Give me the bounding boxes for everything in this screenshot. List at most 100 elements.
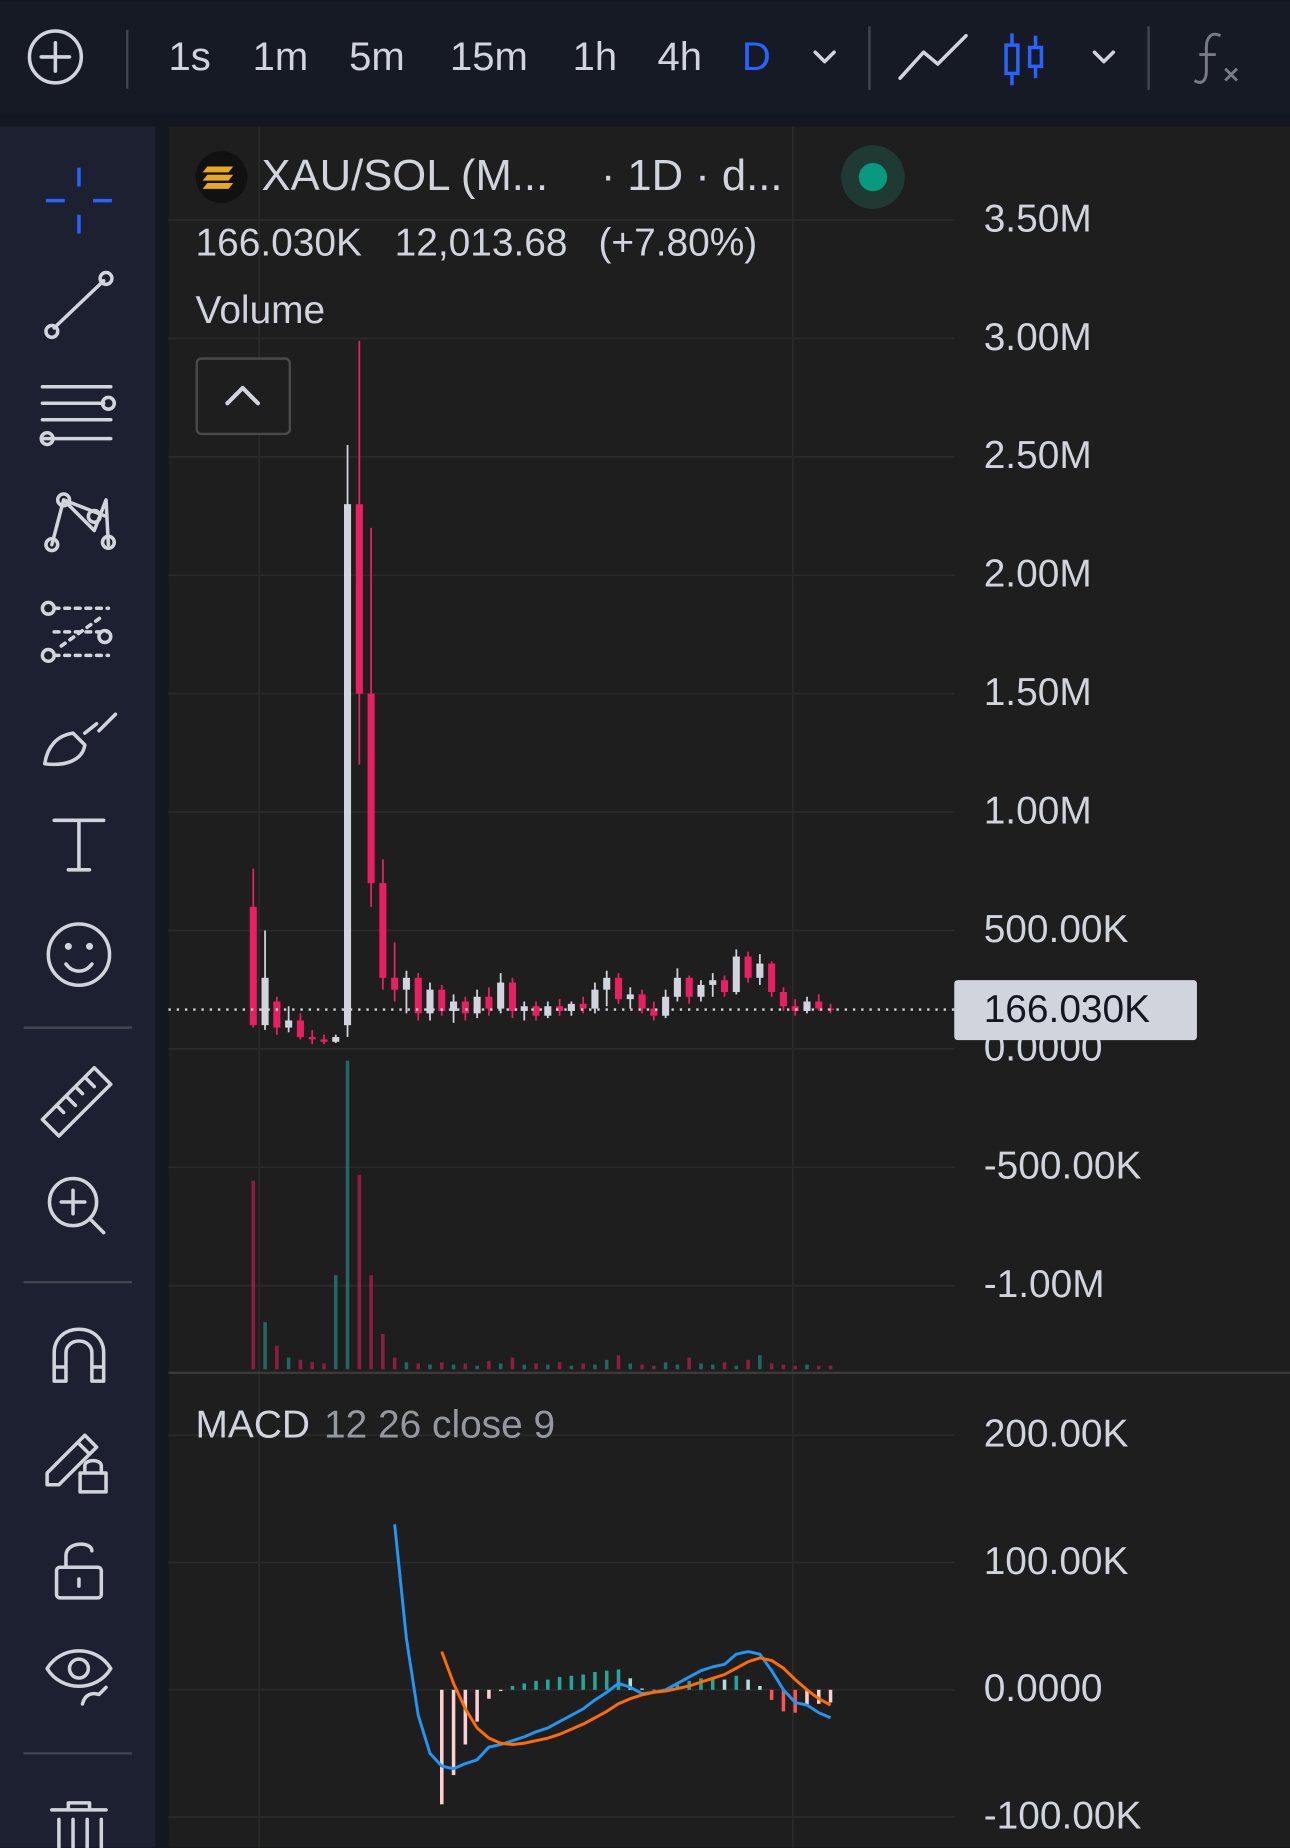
histogram-bar — [557, 1677, 562, 1690]
histogram-bar — [722, 1679, 727, 1690]
last-price: 166.030K — [196, 222, 362, 265]
candle-chart-button[interactable] — [1004, 33, 1044, 86]
candle-body — [473, 996, 481, 1014]
candle-body — [355, 504, 363, 694]
candle-body — [626, 994, 634, 1000]
histogram-bar — [498, 1689, 503, 1692]
y-tick-label: -500.00K — [984, 1145, 1142, 1188]
volume-bar — [286, 1357, 291, 1370]
zoom-tool[interactable] — [47, 1176, 106, 1235]
indicators-button[interactable] — [1193, 32, 1239, 84]
candle-body — [332, 1037, 340, 1042]
volume-bar — [498, 1363, 503, 1370]
interval[interactable]: 5m — [349, 35, 405, 79]
candle-body — [296, 1020, 304, 1038]
chart-type-dropdown[interactable] — [1092, 50, 1116, 64]
volume-bar — [345, 1060, 350, 1370]
volume-bar — [534, 1363, 538, 1370]
volume-bar — [451, 1364, 456, 1370]
candle-body — [591, 989, 599, 1009]
text-tool[interactable] — [52, 818, 106, 872]
emoji-tool[interactable] — [46, 922, 112, 988]
volume-bar — [416, 1363, 420, 1370]
interval[interactable]: 15m — [450, 35, 528, 79]
trendline-tool[interactable] — [44, 270, 114, 340]
candle-body — [367, 693, 375, 884]
delete-tool[interactable] — [50, 1801, 108, 1848]
pattern-tool[interactable] — [44, 492, 117, 553]
volume-bar — [557, 1362, 562, 1370]
y-tick-label: 3.00M — [984, 316, 1092, 359]
histogram-bar — [769, 1689, 774, 1700]
histogram-bar — [510, 1685, 515, 1690]
price-change: 12,013.68 — [395, 222, 568, 265]
histogram-bar — [781, 1689, 786, 1712]
interval[interactable]: 4h — [657, 35, 702, 79]
interval[interactable]: 1h — [573, 35, 618, 79]
lock-tool[interactable] — [54, 1542, 104, 1600]
candle-body — [732, 956, 740, 993]
volume-bar — [522, 1364, 527, 1370]
y-tick-label: 0.0000 — [984, 1667, 1103, 1710]
candle-body — [803, 1001, 811, 1011]
volume-bar — [663, 1362, 668, 1370]
candle-body — [285, 1020, 293, 1028]
symbol-name[interactable]: XAU/SOL (M... — [262, 152, 549, 200]
candle-body — [438, 989, 446, 1011]
volume-bar — [805, 1364, 809, 1370]
interval-active[interactable]: D — [742, 35, 771, 79]
volume-bar — [699, 1363, 703, 1370]
magnet-tool[interactable] — [52, 1327, 106, 1383]
histogram-bar — [828, 1689, 833, 1703]
candle-body — [815, 1001, 823, 1009]
ruler-tool[interactable] — [40, 1065, 113, 1138]
candle-body — [685, 977, 693, 997]
volume-bar — [722, 1362, 727, 1370]
volume-bar — [392, 1357, 397, 1370]
top-bar — [0, 0, 1290, 115]
candle-body — [450, 1001, 458, 1011]
y-tick-label: -1.00M — [984, 1263, 1105, 1306]
volume-label: Volume — [196, 289, 326, 332]
candle-body — [603, 977, 611, 990]
line-chart-button[interactable] — [898, 33, 968, 80]
candle-body — [779, 992, 787, 1007]
interval[interactable]: 1s — [169, 35, 211, 79]
volume-bar — [275, 1345, 279, 1370]
fib-tool[interactable] — [40, 600, 113, 664]
candle-body — [673, 977, 681, 997]
volume-bar — [404, 1362, 409, 1370]
brush-tool[interactable] — [43, 712, 118, 767]
volume-bar — [828, 1365, 833, 1370]
y-tick-label: 1.00M — [984, 789, 1092, 832]
interval-dropdown[interactable] — [813, 50, 836, 64]
horizontal-lines-tool[interactable] — [39, 385, 117, 447]
macd-label: MACD — [196, 1403, 310, 1446]
histogram-bar — [710, 1678, 715, 1690]
candle-body — [461, 1001, 469, 1014]
interval[interactable]: 1m — [253, 35, 309, 79]
y-tick-label: 1.50M — [984, 671, 1092, 714]
candle-body — [402, 977, 410, 990]
candle-body — [697, 984, 705, 997]
collapse-button[interactable] — [195, 357, 291, 436]
volume-bar — [769, 1363, 774, 1370]
lock-drawing-tool[interactable] — [45, 1433, 108, 1494]
histogram-bar — [463, 1689, 468, 1745]
histogram-bar — [475, 1689, 479, 1722]
visibility-tool[interactable] — [45, 1649, 113, 1706]
y-tick-label: -100.00K — [984, 1795, 1142, 1838]
candle-body — [391, 977, 399, 990]
candle-body — [273, 1001, 281, 1028]
y-tick-label: 2.00M — [984, 553, 1092, 596]
volume-bar — [710, 1364, 715, 1370]
candle-body — [638, 994, 646, 1009]
crosshair-tool[interactable] — [45, 167, 112, 234]
candle-body — [344, 504, 352, 1026]
histogram-bar — [593, 1671, 597, 1690]
histogram-bar — [616, 1669, 621, 1690]
add-button[interactable] — [27, 29, 84, 85]
symbol-icon — [195, 151, 248, 204]
candle-body — [261, 977, 269, 1026]
volume-bar — [616, 1355, 621, 1370]
